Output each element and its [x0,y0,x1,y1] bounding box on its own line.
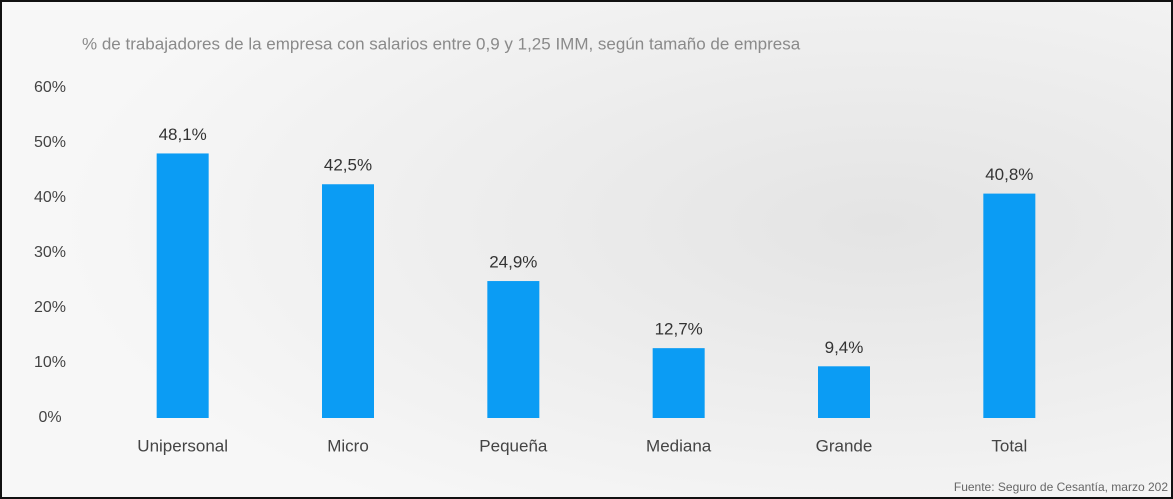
value-label: 12,7% [655,320,703,339]
x-tick-label: Micro [327,436,369,455]
value-label: 40,8% [985,165,1033,184]
source-note: Fuente: Seguro de Cesantía, marzo 202 [954,480,1168,494]
y-tick-label: 10% [34,354,66,371]
bar [487,281,539,418]
value-label: 48,1% [159,125,207,144]
bar [322,184,374,418]
bar [983,194,1035,418]
y-tick-label: 20% [34,299,66,316]
chart-title: % de trabajadores de la empresa con sala… [82,34,801,53]
bar [653,348,705,418]
value-label: 9,4% [825,338,864,357]
y-tick-label: 60% [34,79,66,96]
y-tick-label: 30% [34,244,66,261]
y-tick-label: 0% [38,409,61,426]
value-label: 42,5% [324,156,372,175]
bar [157,153,209,418]
x-tick-label: Pequeña [479,436,548,455]
y-tick-label: 40% [34,189,66,206]
y-tick-label: 50% [34,134,66,151]
value-label: 24,9% [489,253,537,272]
chart: % de trabajadores de la empresa con sala… [0,0,1173,499]
x-tick-label: Grande [816,436,873,455]
bar [818,366,870,418]
x-tick-label: Mediana [646,436,712,455]
x-tick-label: Total [991,436,1027,455]
page: % de trabajadores de la empresa con sala… [0,0,1173,499]
x-tick-label: Unipersonal [137,436,228,455]
